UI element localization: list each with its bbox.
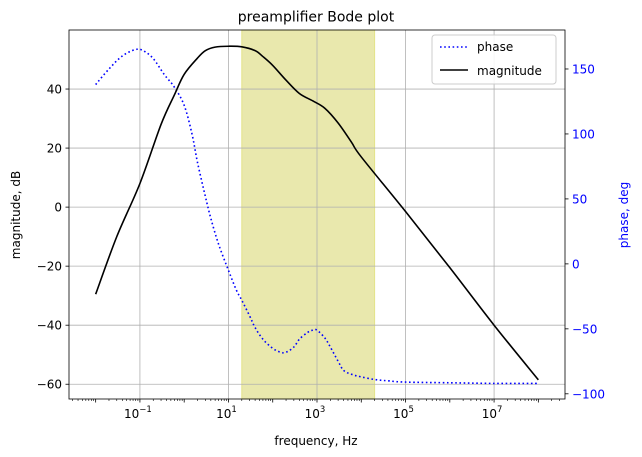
y-right-tick-label: −100 xyxy=(572,387,605,401)
x-tick-label: 103 xyxy=(305,405,326,421)
grid-layer xyxy=(69,30,565,399)
x-ticks: 10−1 101 103 105 107 xyxy=(72,399,560,421)
x-tick-label: 101 xyxy=(216,405,237,421)
legend: phase magnitude xyxy=(431,34,557,85)
legend-phase-label: phase xyxy=(477,40,513,54)
chart-title: preamplifier Bode plot xyxy=(238,10,395,26)
y-right-tick-label: 0 xyxy=(572,257,580,271)
legend-magnitude-label: magnitude xyxy=(477,64,542,78)
y-axis-label-left: magnitude, dB xyxy=(9,171,23,259)
y-left-tick-label: 40 xyxy=(47,83,62,97)
x-tick-label: 10−1 xyxy=(124,405,152,421)
y-right-tick-label: 150 xyxy=(572,62,595,76)
y-left-tick-label: −40 xyxy=(37,319,62,333)
y-right-tick-label: −50 xyxy=(572,322,597,336)
x-axis-label: frequency, Hz xyxy=(274,434,357,448)
y-left-tick-label: 20 xyxy=(47,142,62,156)
shaded-band-layer xyxy=(241,29,376,400)
series-layer xyxy=(94,45,539,385)
x-tick-label: 105 xyxy=(393,405,414,421)
x-tick-label: 107 xyxy=(482,405,503,421)
y-axis-label-right: phase, deg xyxy=(617,182,631,248)
y-left-tick-label: −60 xyxy=(37,378,62,392)
y-left-tick-label: 0 xyxy=(54,201,62,215)
shaded-band xyxy=(241,29,376,400)
y-right-tick-label: 100 xyxy=(572,127,595,141)
y-ticks-left: −60 −40 −20 0 20 40 xyxy=(37,83,69,392)
series-phase-line xyxy=(95,48,539,385)
y-right-tick-label: 50 xyxy=(572,192,587,206)
series-magnitude-line xyxy=(94,45,539,381)
y-left-tick-label: −20 xyxy=(37,260,62,274)
y-ticks-right: −100 −50 0 50 100 150 xyxy=(565,62,605,401)
legend-box xyxy=(431,34,557,85)
